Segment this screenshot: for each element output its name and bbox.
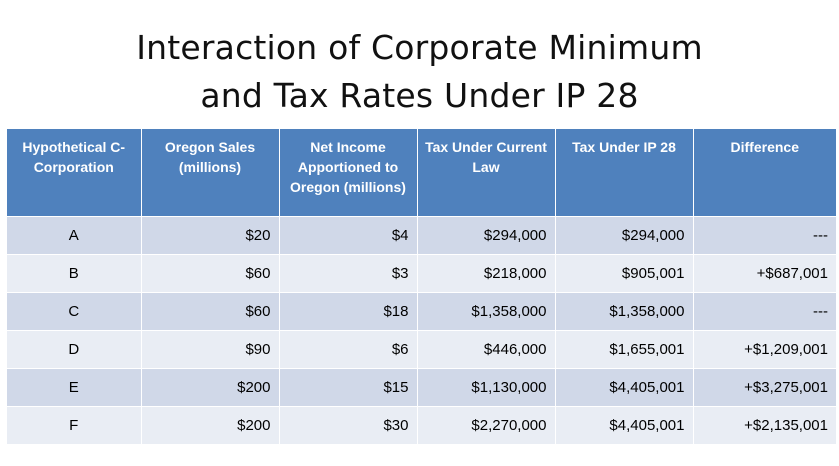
cell-tax-current-law: $294,000 bbox=[417, 215, 556, 254]
cell-net-income: $15 bbox=[279, 367, 418, 406]
cell-tax-ip-28: $4,405,001 bbox=[555, 367, 694, 406]
table-row: A $20 $4 $294,000 $294,000 --- bbox=[7, 215, 836, 254]
slide-title: Interaction of Corporate Minimum and Tax… bbox=[0, 24, 839, 120]
tax-comparison-table: Hypothetical C-Corporation Oregon Sales … bbox=[7, 129, 836, 444]
cell-tax-ip-28: $294,000 bbox=[555, 215, 694, 254]
header-tax-ip-28: Tax Under IP 28 bbox=[555, 129, 694, 216]
cell-tax-current-law: $218,000 bbox=[417, 253, 556, 292]
header-net-income-apportioned: Net Income Apportioned to Oregon (millio… bbox=[279, 129, 418, 216]
cell-net-income: $3 bbox=[279, 253, 418, 292]
cell-net-income: $6 bbox=[279, 329, 418, 368]
cell-net-income: $4 bbox=[279, 215, 418, 254]
table-header-row: Hypothetical C-Corporation Oregon Sales … bbox=[7, 129, 836, 216]
header-hypothetical-c-corporation: Hypothetical C-Corporation bbox=[7, 129, 142, 216]
cell-oregon-sales: $60 bbox=[141, 253, 280, 292]
cell-difference: +$687,001 bbox=[693, 253, 836, 292]
header-oregon-sales: Oregon Sales (millions) bbox=[141, 129, 280, 216]
table-row: F $200 $30 $2,270,000 $4,405,001 +$2,135… bbox=[7, 405, 836, 444]
cell-difference: +$3,275,001 bbox=[693, 367, 836, 406]
cell-difference: +$2,135,001 bbox=[693, 405, 836, 444]
slide-title-line-2: and Tax Rates Under IP 28 bbox=[200, 76, 639, 116]
cell-difference: +$1,209,001 bbox=[693, 329, 836, 368]
cell-corporation: E bbox=[7, 367, 142, 406]
cell-corporation: D bbox=[7, 329, 142, 368]
cell-tax-ip-28: $4,405,001 bbox=[555, 405, 694, 444]
cell-corporation: B bbox=[7, 253, 142, 292]
cell-tax-current-law: $446,000 bbox=[417, 329, 556, 368]
cell-net-income: $18 bbox=[279, 291, 418, 330]
cell-oregon-sales: $200 bbox=[141, 367, 280, 406]
cell-tax-ip-28: $905,001 bbox=[555, 253, 694, 292]
cell-oregon-sales: $20 bbox=[141, 215, 280, 254]
cell-tax-current-law: $2,270,000 bbox=[417, 405, 556, 444]
cell-difference: --- bbox=[693, 291, 836, 330]
cell-difference: --- bbox=[693, 215, 836, 254]
table-row: B $60 $3 $218,000 $905,001 +$687,001 bbox=[7, 253, 836, 292]
header-tax-current-law: Tax Under Current Law bbox=[417, 129, 556, 216]
cell-oregon-sales: $90 bbox=[141, 329, 280, 368]
cell-tax-ip-28: $1,655,001 bbox=[555, 329, 694, 368]
cell-corporation: A bbox=[7, 215, 142, 254]
cell-tax-current-law: $1,130,000 bbox=[417, 367, 556, 406]
table-row: C $60 $18 $1,358,000 $1,358,000 --- bbox=[7, 291, 836, 330]
cell-corporation: F bbox=[7, 405, 142, 444]
cell-oregon-sales: $200 bbox=[141, 405, 280, 444]
cell-oregon-sales: $60 bbox=[141, 291, 280, 330]
header-difference: Difference bbox=[693, 129, 836, 216]
slide-title-line-1: Interaction of Corporate Minimum bbox=[136, 28, 703, 68]
table-row: D $90 $6 $446,000 $1,655,001 +$1,209,001 bbox=[7, 329, 836, 368]
table-row: E $200 $15 $1,130,000 $4,405,001 +$3,275… bbox=[7, 367, 836, 406]
cell-net-income: $30 bbox=[279, 405, 418, 444]
cell-tax-current-law: $1,358,000 bbox=[417, 291, 556, 330]
cell-tax-ip-28: $1,358,000 bbox=[555, 291, 694, 330]
cell-corporation: C bbox=[7, 291, 142, 330]
